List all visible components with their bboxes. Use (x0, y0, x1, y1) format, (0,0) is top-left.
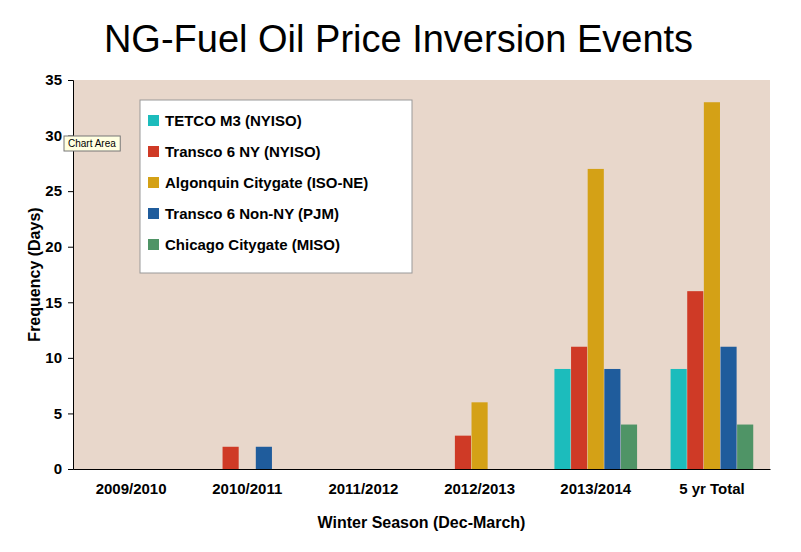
plot: 0 5 10 15 20 25 30 35 2009/2010 2010/2011 2011/201… (45, 71, 770, 496)
x-tick: 2012/2013 (444, 469, 515, 497)
x-tick-label: 2009/2010 (96, 480, 167, 497)
legend-swatch (148, 177, 159, 188)
x-tick-label: 2011/2012 (328, 480, 398, 497)
y-tick-label: 25 (45, 182, 62, 199)
y-tick-label: 0 (54, 460, 62, 477)
y-tick-mark (68, 358, 73, 359)
bar (355, 469, 371, 470)
bar (256, 447, 272, 469)
y-tick: 10 (45, 349, 73, 366)
y-tick-mark (68, 80, 73, 81)
annotation: Chart Area (64, 136, 120, 151)
bar (339, 469, 355, 470)
bar (140, 469, 156, 470)
bar (106, 469, 122, 470)
bar (156, 469, 172, 470)
legend-label: TETCO M3 (NYISO) (165, 112, 302, 129)
y-tick: 20 (45, 238, 73, 255)
y-tick: 35 (45, 71, 73, 88)
legend-label: Transco 6 NY (NYISO) (165, 143, 321, 160)
bar (206, 469, 222, 470)
legend: TETCO M3 (NYISO) Transco 6 NY (NYISO) Algo… (140, 100, 412, 273)
x-axis-title: Winter Season (Dec-March) (318, 514, 526, 531)
bar (438, 469, 454, 470)
bar (720, 347, 736, 469)
bar (588, 169, 604, 469)
bar (604, 369, 620, 469)
bar (704, 102, 720, 469)
y-tick-label: 5 (54, 405, 62, 422)
x-axis-line (74, 469, 771, 470)
y-axis-title: Frequency (Days) (26, 207, 43, 341)
bar (223, 447, 239, 469)
y-tick-mark (68, 247, 73, 248)
bar (621, 425, 637, 469)
legend-box (140, 100, 412, 273)
x-tick: 2011/2012 (328, 469, 398, 497)
bar (488, 469, 504, 470)
annotation-text: Chart Area (68, 138, 116, 149)
annotation-box (64, 136, 120, 151)
y-tick-label: 15 (45, 294, 62, 311)
bar (123, 469, 139, 470)
bar (505, 469, 521, 470)
legend-swatch (148, 239, 159, 250)
bar (272, 469, 288, 470)
y-tick-mark (68, 413, 73, 414)
plot-background (73, 80, 770, 469)
x-tick-label: 2012/2013 (444, 480, 515, 497)
title: NG-Fuel Oil Price Inversion Events (104, 18, 693, 60)
x-tick-label: 2013/2014 (560, 480, 632, 497)
legend-swatch (148, 146, 159, 157)
legend-swatch (148, 208, 159, 219)
y-tick: 25 (45, 182, 73, 199)
y-tick-label: 30 (45, 127, 62, 144)
bar (687, 291, 703, 469)
bar (671, 369, 687, 469)
y-tick: 15 (45, 294, 73, 311)
bar (389, 469, 405, 470)
x-tick-label: 2010/2011 (212, 480, 282, 497)
x-tick: 2009/2010 (96, 469, 167, 497)
y-tick: 0 (54, 460, 73, 477)
x-tick: 5 yr Total (679, 469, 745, 497)
bar (737, 425, 753, 469)
y-tick-label: 35 (45, 71, 62, 88)
x-tick: 2010/2011 (212, 469, 282, 497)
y-tick-mark (68, 302, 73, 303)
y-tick-mark (68, 469, 73, 470)
y-tick-mark (68, 191, 73, 192)
bar (571, 347, 587, 469)
bar (239, 469, 255, 470)
bar (322, 469, 338, 470)
x-tick: 2013/2014 (560, 469, 632, 497)
legend-label: Chicago Citygate (MISO) (165, 236, 340, 253)
legend-label: Algonquin Citygate (ISO-NE) (165, 174, 368, 191)
y-tick-label: 20 (45, 238, 62, 255)
y-tick: 5 (54, 405, 73, 422)
bar (455, 436, 471, 469)
bar (472, 402, 488, 469)
y-axis: 0 5 10 15 20 25 30 35 (45, 71, 73, 477)
y-tick-label: 10 (45, 349, 62, 366)
bar (90, 469, 106, 470)
chart: NG-Fuel Oil Price Inversion Events 0 5 10 15… (0, 0, 801, 552)
legend-swatch (148, 115, 159, 126)
x-tick-label: 5 yr Total (679, 480, 745, 497)
bar (554, 369, 570, 469)
x-axis: 2009/2010 2010/2011 2011/2012 2012/2013 2013… (74, 469, 771, 497)
bar (372, 469, 388, 470)
legend-label: Transco 6 Non-NY (PJM) (165, 205, 339, 222)
